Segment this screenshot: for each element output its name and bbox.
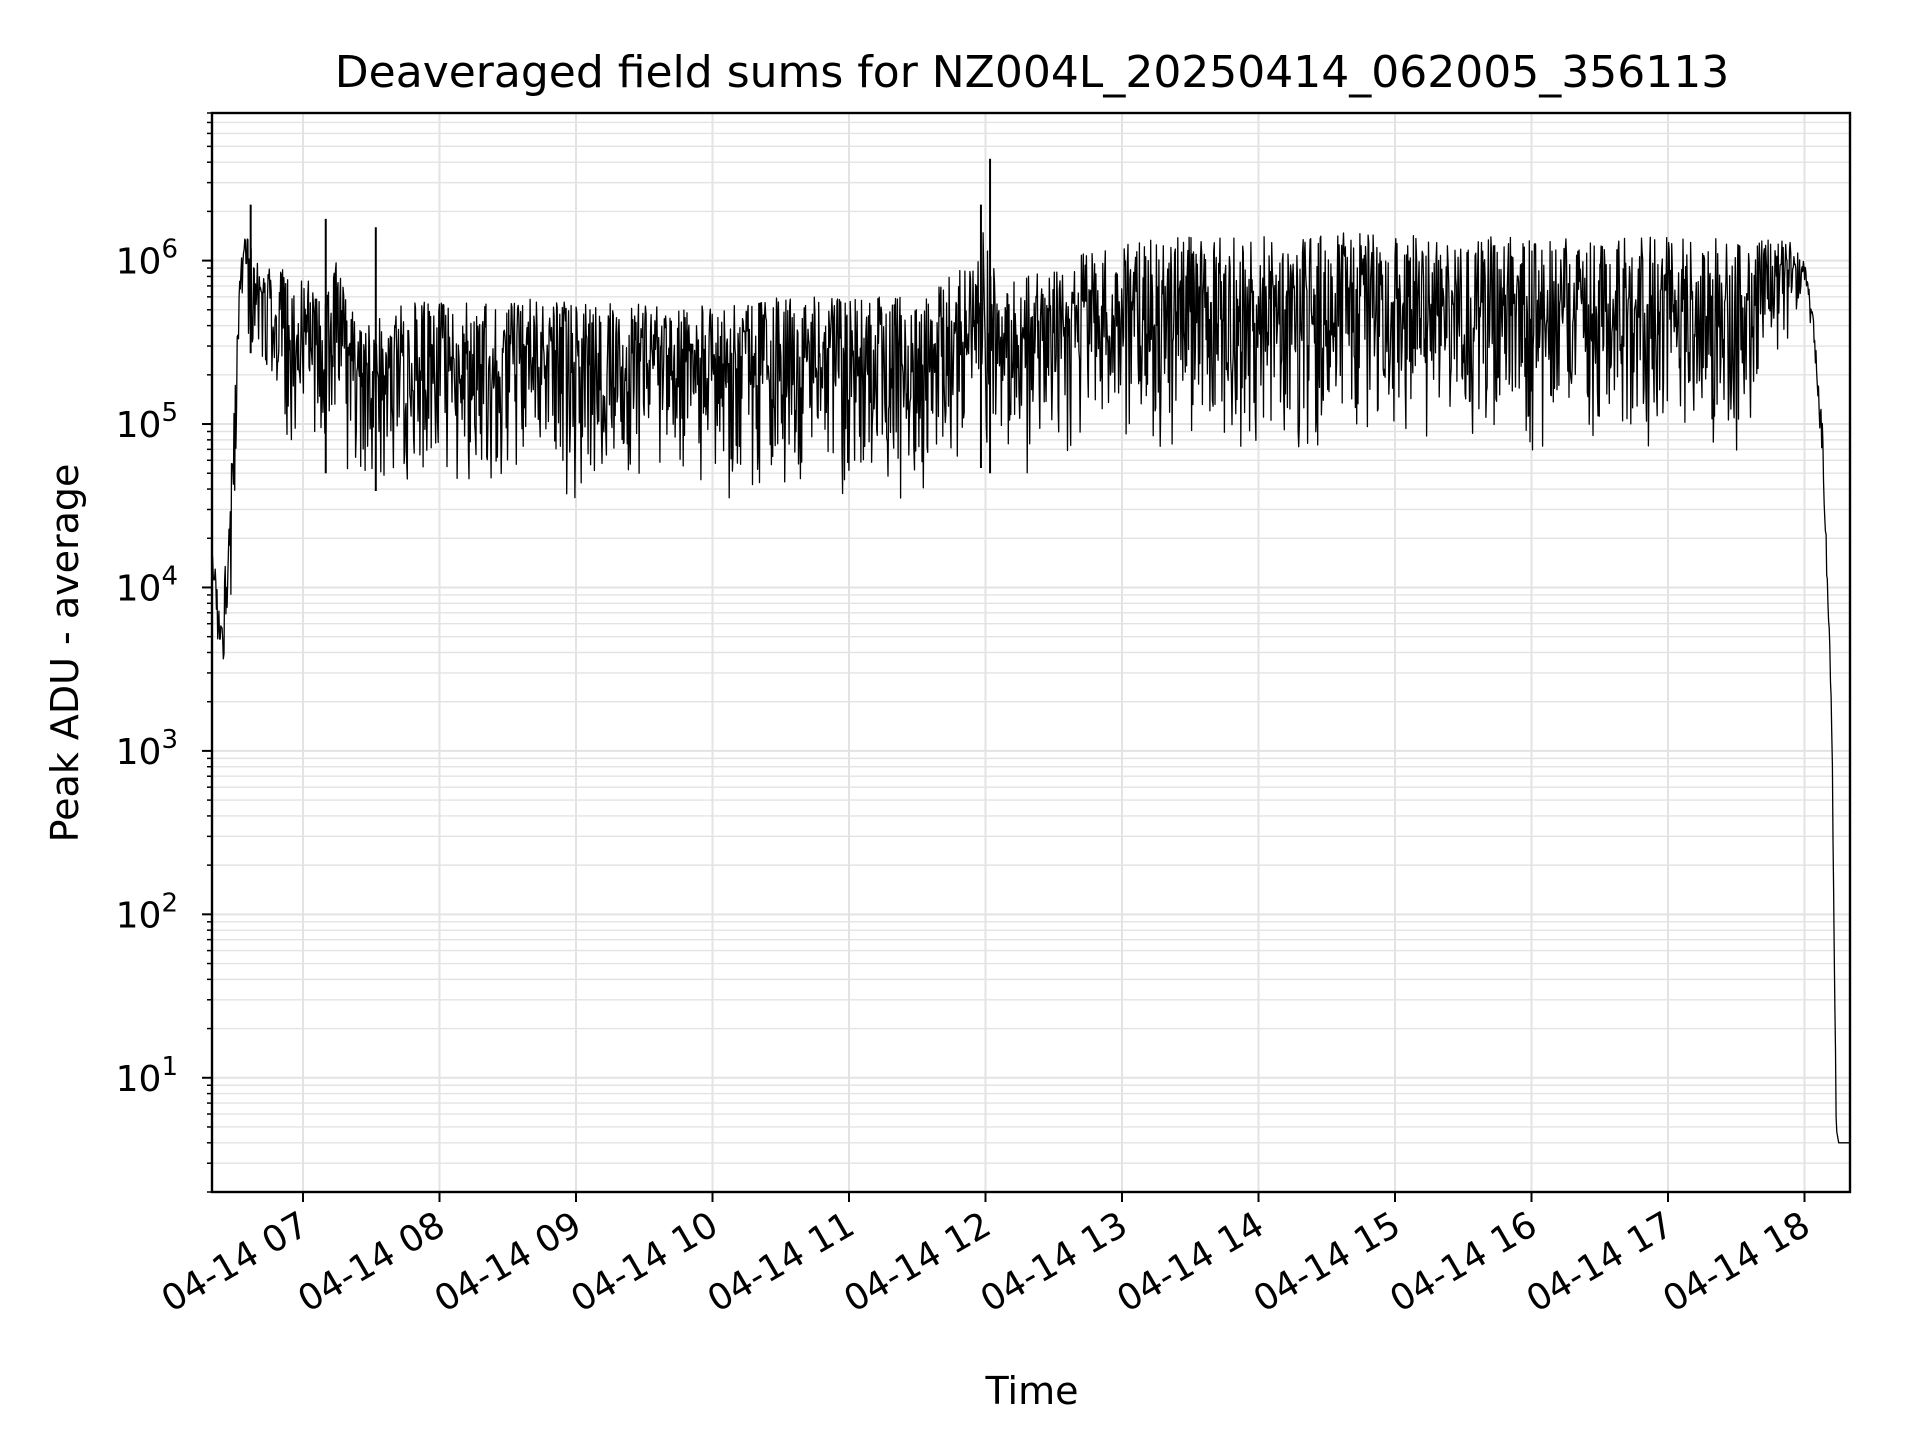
- y-tick-label: 102: [116, 888, 178, 936]
- plot-area: [211, 158, 1851, 1144]
- data-series-line: [211, 232, 1851, 1144]
- plot-frame: [210, 111, 1852, 1194]
- y-axis-label: Peak ADU - average: [43, 464, 87, 843]
- y-tick-label: 104: [116, 561, 178, 609]
- x-axis-label: Time: [985, 1369, 1079, 1413]
- y-tick-label: 106: [116, 235, 178, 283]
- grid: [212, 112, 1850, 1193]
- y-tick-label: 105: [116, 398, 178, 446]
- chart-title: Deaveraged field sums for NZ004L_2025041…: [335, 47, 1729, 98]
- y-tick-label: 101: [116, 1052, 178, 1100]
- y-tick-label: 103: [116, 725, 178, 773]
